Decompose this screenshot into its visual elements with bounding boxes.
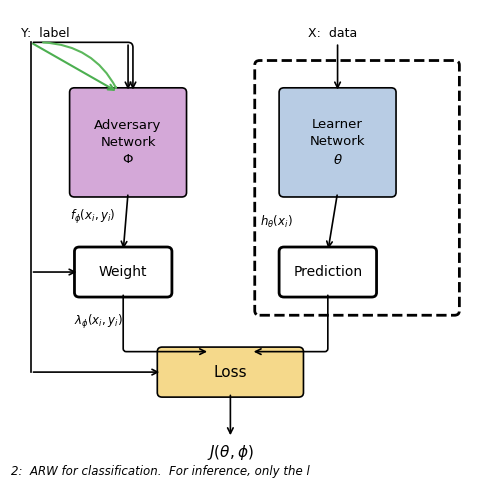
FancyBboxPatch shape <box>279 88 396 197</box>
FancyBboxPatch shape <box>279 247 376 297</box>
Text: 2:  ARW for classification.  For inference, only the l: 2: ARW for classification. For inference… <box>11 466 310 478</box>
Text: Learner
Network
$\theta$: Learner Network $\theta$ <box>310 118 366 167</box>
Text: $J(\theta, \phi)$: $J(\theta, \phi)$ <box>207 443 254 462</box>
FancyArrowPatch shape <box>43 43 116 88</box>
Text: X:  data: X: data <box>308 27 358 40</box>
Text: Adversary
Network
$\Phi$: Adversary Network $\Phi$ <box>95 119 162 166</box>
FancyBboxPatch shape <box>74 247 172 297</box>
Text: Weight: Weight <box>99 265 147 279</box>
Text: $f_\phi(x_i, y_i)$: $f_\phi(x_i, y_i)$ <box>70 208 115 227</box>
Text: $\lambda_\phi(x_i, y_i)$: $\lambda_\phi(x_i, y_i)$ <box>74 313 123 331</box>
Text: Y:  label: Y: label <box>21 27 70 40</box>
FancyBboxPatch shape <box>157 347 303 397</box>
Text: Loss: Loss <box>214 365 247 380</box>
FancyBboxPatch shape <box>70 88 187 197</box>
Text: $h_\theta(x_i)$: $h_\theta(x_i)$ <box>260 214 292 230</box>
Text: Prediction: Prediction <box>294 265 363 279</box>
